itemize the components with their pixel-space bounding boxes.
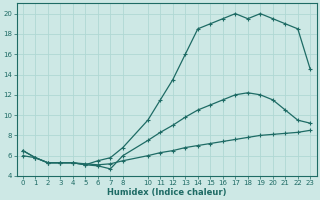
X-axis label: Humidex (Indice chaleur): Humidex (Indice chaleur) — [107, 188, 226, 197]
